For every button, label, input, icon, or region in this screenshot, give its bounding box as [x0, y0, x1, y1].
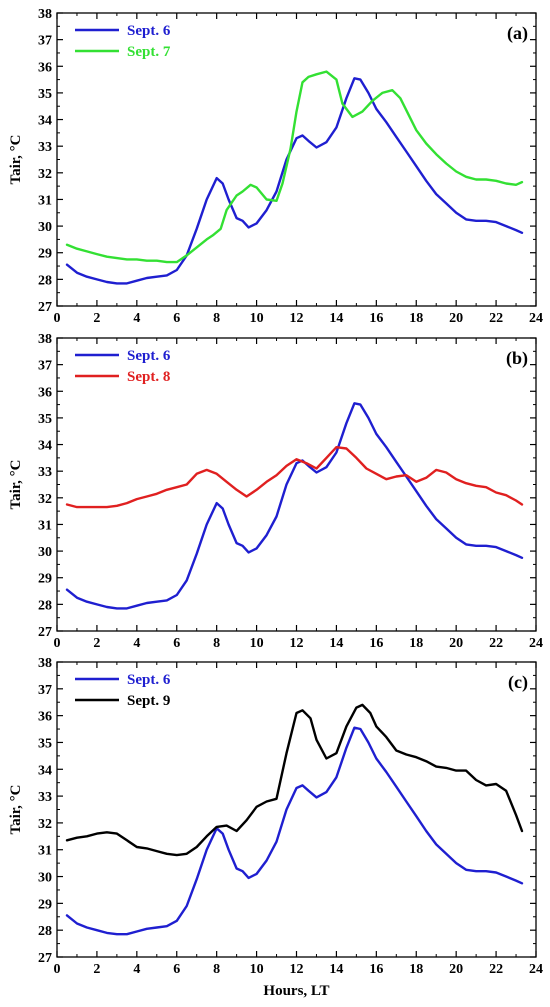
x-tick-label: 22 [489, 311, 503, 326]
x-tick-label: 12 [290, 962, 304, 977]
x-tick-label: 6 [173, 636, 180, 651]
x-tick-label: 14 [329, 962, 343, 977]
x-tick-label: 4 [133, 962, 140, 977]
x-tick-label: 24 [529, 962, 543, 977]
y-tick-label: 36 [38, 385, 52, 400]
x-axis-title: Hours, LT [263, 983, 329, 999]
y-tick-label: 34 [38, 114, 52, 129]
x-tick-label: 20 [449, 636, 463, 651]
x-tick-label: 8 [213, 962, 220, 977]
chart-panel-3: 0 2 4 6 8 10 12 14 16 18 20 22 242728293031323334353… [8, 656, 543, 999]
y-tick-label: 38 [38, 332, 52, 347]
y-tick-label: 35 [38, 87, 52, 102]
x-tick-label: 16 [369, 962, 383, 977]
x-tick-label: 6 [173, 311, 180, 326]
x-tick-label: 20 [449, 962, 463, 977]
x-tick-label: 10 [250, 311, 264, 326]
x-tick-label: 4 [133, 311, 140, 326]
y-tick-label: 30 [38, 871, 52, 886]
series-line-2 [65, 446, 524, 509]
legend-label: Sept. 7 [127, 44, 171, 60]
legend-label: Sept. 6 [127, 672, 171, 688]
x-tick-label: 0 [54, 962, 61, 977]
y-tick-label: 36 [38, 710, 52, 725]
y-tick-label: 32 [38, 167, 52, 182]
x-tick-label: 24 [529, 311, 543, 326]
y-tick-label: 31 [38, 518, 52, 533]
x-tick-label: 20 [449, 311, 463, 326]
y-tick-label: 29 [38, 572, 52, 587]
x-tick-label: 22 [489, 636, 503, 651]
y-tick-label: 37 [38, 683, 52, 698]
x-tick-label: 10 [250, 962, 264, 977]
x-tick-label: 2 [93, 636, 100, 651]
y-tick-label: 36 [38, 60, 52, 75]
chart-panel-2: 0 2 4 6 8 10 12 14 16 18 20 22 242728293031323334353… [8, 332, 543, 651]
y-tick-label: 30 [38, 220, 52, 235]
y-tick-label: 35 [38, 412, 52, 427]
series-line-2 [65, 70, 524, 264]
chart-panel-1: 0 2 4 6 8 10 12 14 16 18 20 22 242728293031323334353… [8, 7, 543, 326]
x-tick-label: 0 [54, 636, 61, 651]
x-tick-label: 6 [173, 962, 180, 977]
x-tick-label: 18 [409, 636, 423, 651]
x-tick-label: 22 [489, 962, 503, 977]
y-axis-title: Tair, °C [8, 135, 24, 185]
y-tick-label: 34 [38, 439, 52, 454]
x-tick-label: 16 [369, 636, 383, 651]
panel-label: (b) [506, 348, 528, 369]
y-tick-label: 37 [38, 34, 52, 49]
y-tick-label: 31 [38, 193, 52, 208]
legend-label: Sept. 8 [127, 369, 170, 385]
x-tick-label: 18 [409, 311, 423, 326]
y-tick-label: 33 [38, 465, 52, 480]
x-tick-label: 24 [529, 636, 543, 651]
x-tick-label: 10 [250, 636, 264, 651]
y-tick-label: 28 [38, 924, 52, 939]
x-tick-label: 14 [329, 311, 343, 326]
y-tick-label: 34 [38, 763, 52, 778]
y-tick-label: 38 [38, 7, 52, 22]
x-tick-label: 14 [329, 636, 343, 651]
x-tick-label: 8 [213, 636, 220, 651]
x-tick-label: 8 [213, 311, 220, 326]
legend-label: Sept. 6 [127, 348, 171, 364]
y-tick-label: 28 [38, 273, 52, 288]
y-tick-label: 33 [38, 140, 52, 155]
y-tick-label: 32 [38, 492, 52, 507]
panel-label: (c) [508, 672, 528, 693]
x-tick-label: 0 [54, 311, 61, 326]
y-tick-label: 33 [38, 790, 52, 805]
x-tick-label: 4 [133, 636, 140, 651]
y-axis-title: Tair, °C [8, 785, 24, 835]
y-tick-label: 27 [38, 300, 52, 315]
y-tick-label: 27 [38, 951, 52, 966]
legend-label: Sept. 6 [127, 23, 171, 39]
series-line-1 [65, 726, 524, 936]
legend-label: Sept. 9 [127, 693, 170, 709]
series-line-1 [65, 402, 524, 610]
x-tick-label: 2 [93, 962, 100, 977]
panel-label: (a) [507, 23, 528, 44]
x-tick-label: 16 [369, 311, 383, 326]
y-tick-label: 29 [38, 897, 52, 912]
y-tick-label: 31 [38, 844, 52, 859]
series-line-1 [65, 77, 524, 285]
y-tick-label: 28 [38, 598, 52, 613]
y-tick-label: 30 [38, 545, 52, 560]
x-tick-label: 12 [290, 636, 304, 651]
y-tick-label: 35 [38, 736, 52, 751]
y-axis-title: Tair, °C [8, 460, 24, 510]
y-tick-label: 32 [38, 817, 52, 832]
x-tick-label: 12 [290, 311, 304, 326]
y-tick-label: 37 [38, 359, 52, 374]
x-tick-label: 18 [409, 962, 423, 977]
y-tick-label: 29 [38, 247, 52, 262]
y-tick-label: 27 [38, 625, 52, 640]
x-tick-label: 2 [93, 311, 100, 326]
series-line-2 [65, 703, 524, 857]
y-tick-label: 38 [38, 656, 52, 671]
